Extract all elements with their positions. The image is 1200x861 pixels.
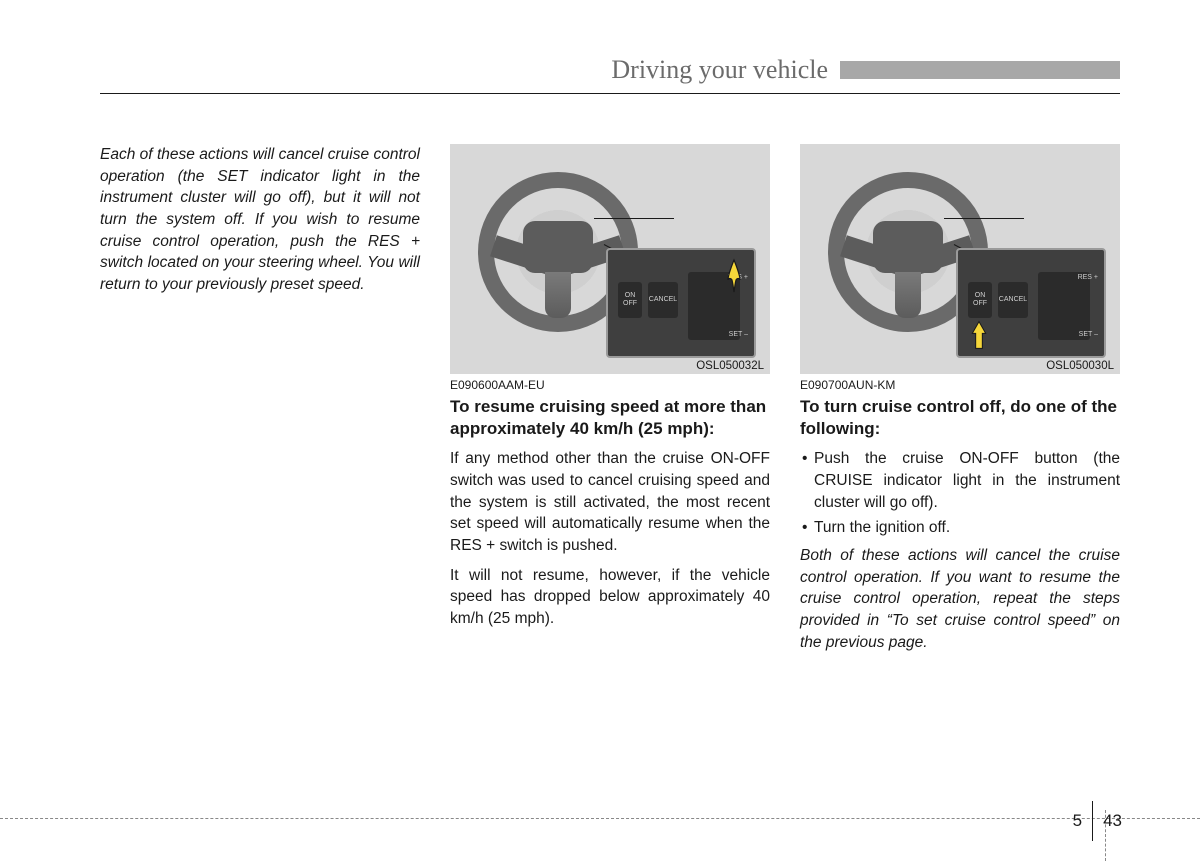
header-accent-bar [840, 61, 1120, 79]
page-number: 43 [1093, 811, 1122, 831]
figure-code: OSL050030L [1046, 360, 1114, 372]
content-columns: Each of these actions will cancel cruise… [100, 144, 1120, 653]
on-off-button: ON OFF [968, 282, 992, 318]
cruise-control-panel: ON OFF CANCEL RES + SET – [956, 248, 1106, 358]
figure-turn-off: ON OFF CANCEL RES + SET – OSL050030L [800, 144, 1120, 374]
reference-code: E090600AAM-EU [450, 378, 770, 392]
bullet-item: Turn the ignition off. [800, 517, 1120, 539]
body-paragraph: It will not resume, however, if the vehi… [450, 565, 770, 630]
column-3: ON OFF CANCEL RES + SET – OSL050030L E09… [800, 144, 1120, 653]
header-rule [100, 93, 1120, 94]
res-set-rocker [1038, 272, 1090, 340]
reference-code: E090700AUN-KM [800, 378, 1120, 392]
set-label: SET – [1079, 331, 1098, 338]
callout-line [944, 218, 1024, 219]
on-off-button: ON OFF [618, 282, 642, 318]
set-label: SET – [729, 331, 748, 338]
cruise-control-panel: ON OFF CANCEL RES + SET – [606, 248, 756, 358]
body-paragraph: If any method other than the cruise ON-O… [450, 448, 770, 556]
page-footer: 5 43 [1073, 801, 1122, 841]
bullet-item: Push the cruise ON-OFF button (the CRUIS… [800, 448, 1120, 513]
page-container: Driving your vehicle Each of these actio… [0, 0, 1200, 861]
figure-resume-speed: ON OFF CANCEL RES + SET – OSL050032L [450, 144, 770, 374]
cancel-button: CANCEL [648, 282, 678, 318]
column-2: ON OFF CANCEL RES + SET – OSL050032L E09… [450, 144, 770, 653]
res-label: RES + [1078, 274, 1098, 281]
figure-code: OSL050032L [696, 360, 764, 372]
section-number: 5 [1073, 811, 1092, 831]
section-title: Driving your vehicle [100, 55, 840, 85]
page-header: Driving your vehicle [100, 55, 1120, 85]
subheading: To turn cruise control off, do one of th… [800, 396, 1120, 440]
closing-paragraph: Both of these actions will cancel the cr… [800, 545, 1120, 653]
intro-paragraph: Each of these actions will cancel cruise… [100, 144, 420, 296]
arrow-up-icon [970, 320, 988, 350]
column-1: Each of these actions will cancel cruise… [100, 144, 420, 653]
arrow-up-icon [724, 258, 744, 294]
subheading: To resume cruising speed at more than ap… [450, 396, 770, 440]
cancel-button: CANCEL [998, 282, 1028, 318]
callout-line [594, 218, 674, 219]
